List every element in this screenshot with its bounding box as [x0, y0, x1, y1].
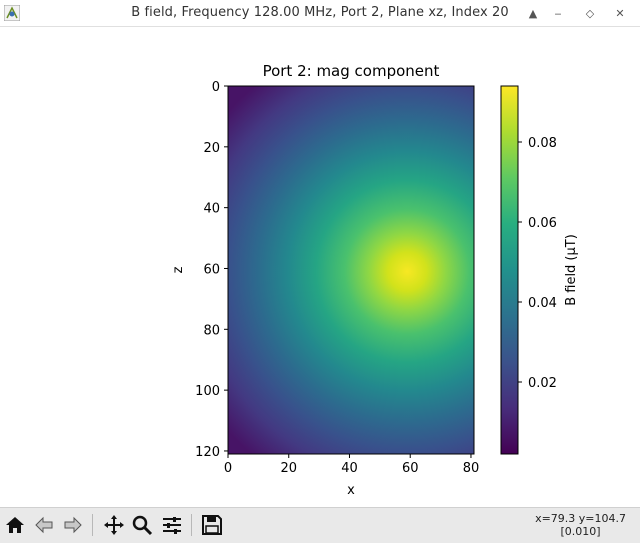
title-bar: B field, Frequency 128.00 MHz, Port 2, P…	[0, 0, 640, 27]
colorbar	[500, 85, 519, 455]
chart-title: Port 2: mag component	[263, 62, 440, 80]
heatmap-field	[228, 86, 474, 454]
colorbar-label: B field (μT)	[564, 234, 579, 306]
configure-subplots-icon	[163, 517, 181, 534]
x-axis-label: x	[347, 483, 355, 498]
x-tick-label: 20	[280, 461, 297, 476]
colorbar-ticks: 0.02 0.04 0.06 0.08	[518, 136, 557, 391]
toolbar-separator	[92, 514, 93, 536]
colorbar-tick-label: 0.08	[528, 136, 557, 151]
zoom-button[interactable]	[129, 512, 155, 538]
figure-canvas[interactable]: Port 2: mag component 0 20 40 60 80 0 20 40 60 8…	[0, 28, 640, 507]
pan-icon	[104, 515, 124, 535]
home-icon	[6, 517, 24, 533]
x-axis-ticks: 0 20 40 60 80	[224, 454, 479, 476]
restore-button[interactable]: ◇	[585, 6, 595, 20]
y-tick-label: 60	[203, 262, 220, 277]
save-icon	[202, 515, 222, 535]
y-tick-label: 80	[203, 323, 220, 338]
back-button[interactable]	[31, 512, 57, 538]
y-tick-label: 120	[195, 445, 220, 460]
y-tick-label: 40	[203, 202, 220, 217]
toolbar-separator	[191, 514, 192, 536]
y-tick-label: 0	[212, 80, 220, 95]
keep-above-button[interactable]: ▲	[528, 6, 538, 20]
x-tick-label: 0	[224, 461, 232, 476]
navigation-toolbar: x=79.3 y=104.7 [0.010]	[0, 507, 640, 543]
zoom-icon	[132, 515, 153, 536]
colorbar-tick-label: 0.04	[528, 296, 557, 311]
y-axis-ticks: 0 20 40 60 80 100 120	[195, 80, 228, 460]
plot-frame	[227, 85, 475, 455]
configure-subplots-button[interactable]	[159, 512, 185, 538]
x-tick-label: 40	[341, 461, 358, 476]
cursor-value: [0.010]	[560, 525, 601, 538]
colorbar-tick-label: 0.06	[528, 216, 557, 231]
window-title: B field, Frequency 128.00 MHz, Port 2, P…	[131, 5, 509, 20]
y-tick-label: 20	[203, 141, 220, 156]
app-icon	[4, 5, 20, 21]
heatmap-image	[228, 86, 474, 454]
back-icon	[35, 516, 53, 534]
minimize-button[interactable]: ‒	[554, 6, 562, 20]
y-axis-label: z	[171, 266, 186, 273]
forward-button[interactable]	[60, 512, 86, 538]
pan-button[interactable]	[101, 512, 127, 538]
save-button[interactable]	[199, 512, 225, 538]
cursor-coordinates: x=79.3 y=104.7 [0.010]	[535, 512, 626, 538]
y-tick-label: 100	[195, 384, 220, 399]
close-button[interactable]: ✕	[615, 6, 625, 20]
forward-icon	[64, 516, 82, 534]
x-tick-label: 80	[463, 461, 480, 476]
home-button[interactable]	[2, 512, 28, 538]
figure-svg: Port 2: mag component 0 20 40 60 80 0 20 40 60 8…	[171, 62, 579, 498]
cursor-xy: x=79.3 y=104.7	[535, 512, 626, 525]
x-tick-label: 60	[402, 461, 419, 476]
colorbar-tick-label: 0.02	[528, 376, 557, 391]
